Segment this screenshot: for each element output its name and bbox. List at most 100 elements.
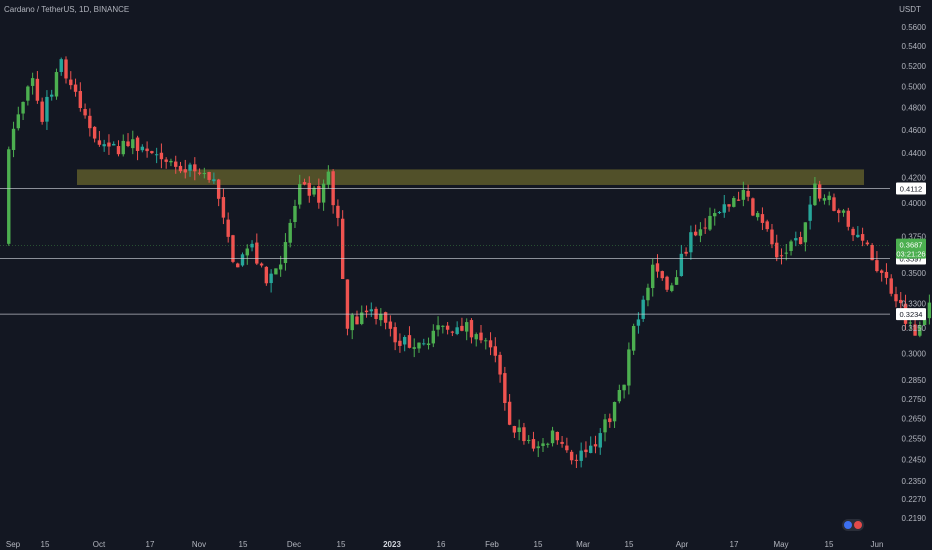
chart-title: Cardano / TetherUS, 1D, BINANCE (4, 5, 130, 14)
candle (693, 224, 698, 237)
candle (16, 106, 21, 131)
candle-body (340, 218, 345, 280)
candle-body (159, 152, 164, 160)
time-axis[interactable]: Sep 15 Oct 17 Nov 15 Dec 15 2023 16 Feb 15 Mar 15 Apr 1… (6, 540, 884, 549)
candle-body (317, 186, 321, 203)
candle-body (608, 418, 612, 423)
price-axis[interactable]: 0.5600 0.5400 0.5200 0.5000 0.4800 0.4600 0.44… (902, 23, 927, 523)
candle-body (674, 277, 679, 285)
candle-body (11, 128, 16, 150)
candle (703, 218, 707, 234)
candle (775, 234, 779, 262)
candle (464, 318, 469, 341)
candle (154, 147, 159, 164)
candle (288, 219, 292, 248)
candle-body (841, 210, 846, 213)
level-price-badge: 0.4112 (896, 182, 926, 195)
time-tick-label: Nov (192, 540, 206, 549)
candle-body (617, 389, 622, 402)
badge-bg (896, 238, 926, 259)
price-tick-label: 0.2350 (902, 477, 927, 486)
candle-body (73, 84, 78, 92)
flag-red-dot (854, 521, 862, 529)
candle (26, 85, 30, 106)
candle (875, 251, 879, 273)
level-price-badge: 0.3234 (896, 308, 926, 321)
candle (817, 180, 822, 202)
time-tick-label: Apr (676, 540, 689, 549)
candle (684, 247, 688, 257)
candle (321, 179, 326, 211)
candle (174, 155, 178, 174)
candle-body (512, 426, 517, 433)
candle-body (183, 169, 187, 173)
candle (140, 144, 145, 153)
candle-body (565, 445, 569, 451)
price-tick-label: 0.4000 (902, 199, 927, 208)
candle-body (69, 79, 73, 86)
candle-body (856, 234, 860, 238)
price-tick-label: 0.3000 (902, 349, 927, 358)
candle (369, 302, 373, 317)
candle (135, 135, 140, 161)
candle (460, 317, 464, 332)
candle (765, 219, 769, 232)
candle-body (383, 312, 388, 323)
candle-body (541, 443, 545, 446)
candle (798, 231, 803, 245)
candle (298, 174, 302, 209)
candle (336, 199, 340, 227)
candle-body (469, 320, 474, 338)
candle-body (369, 309, 373, 312)
candle (207, 171, 211, 183)
candle (402, 335, 407, 352)
candle-body (97, 140, 102, 145)
candle-body (798, 237, 803, 245)
candle-body (88, 115, 92, 129)
price-tick-label: 0.3150 (902, 324, 927, 333)
candle-body (35, 78, 40, 101)
candle-body (503, 373, 507, 404)
candle-body (236, 263, 240, 268)
candle (679, 244, 684, 277)
candle-body (197, 172, 202, 174)
candle (35, 70, 40, 104)
candle-body (746, 190, 750, 197)
price-tick-label: 0.4800 (902, 104, 927, 113)
candle-body (498, 354, 502, 375)
candle (78, 82, 83, 112)
us-flag-icon[interactable] (842, 519, 864, 531)
candle-body (188, 164, 192, 171)
candle-body (550, 430, 555, 444)
candle (574, 454, 579, 469)
candle-body (889, 278, 893, 294)
candle (879, 269, 884, 282)
candle (102, 139, 106, 152)
candle (422, 338, 426, 346)
candle-body (64, 59, 68, 79)
candle (641, 295, 645, 322)
candle-body (722, 204, 726, 213)
candle (527, 435, 531, 444)
candle-body (169, 160, 173, 163)
candle-body (698, 229, 703, 236)
candle (808, 196, 812, 230)
currency-label[interactable]: USDT (899, 5, 921, 14)
candle (827, 191, 831, 206)
candle-body (407, 335, 412, 348)
candle (636, 312, 641, 334)
candle (307, 176, 311, 203)
candle-body (870, 244, 874, 261)
candle-body (417, 342, 421, 349)
candle-body (574, 459, 579, 461)
candle-body (693, 231, 698, 236)
candle-body (865, 242, 870, 245)
candle (555, 431, 560, 445)
candle (236, 262, 240, 268)
candle-body (116, 146, 121, 155)
candle-body (851, 228, 855, 236)
candle (846, 207, 850, 231)
price-tick-label: 0.2650 (902, 414, 927, 423)
candle-body (441, 325, 445, 327)
